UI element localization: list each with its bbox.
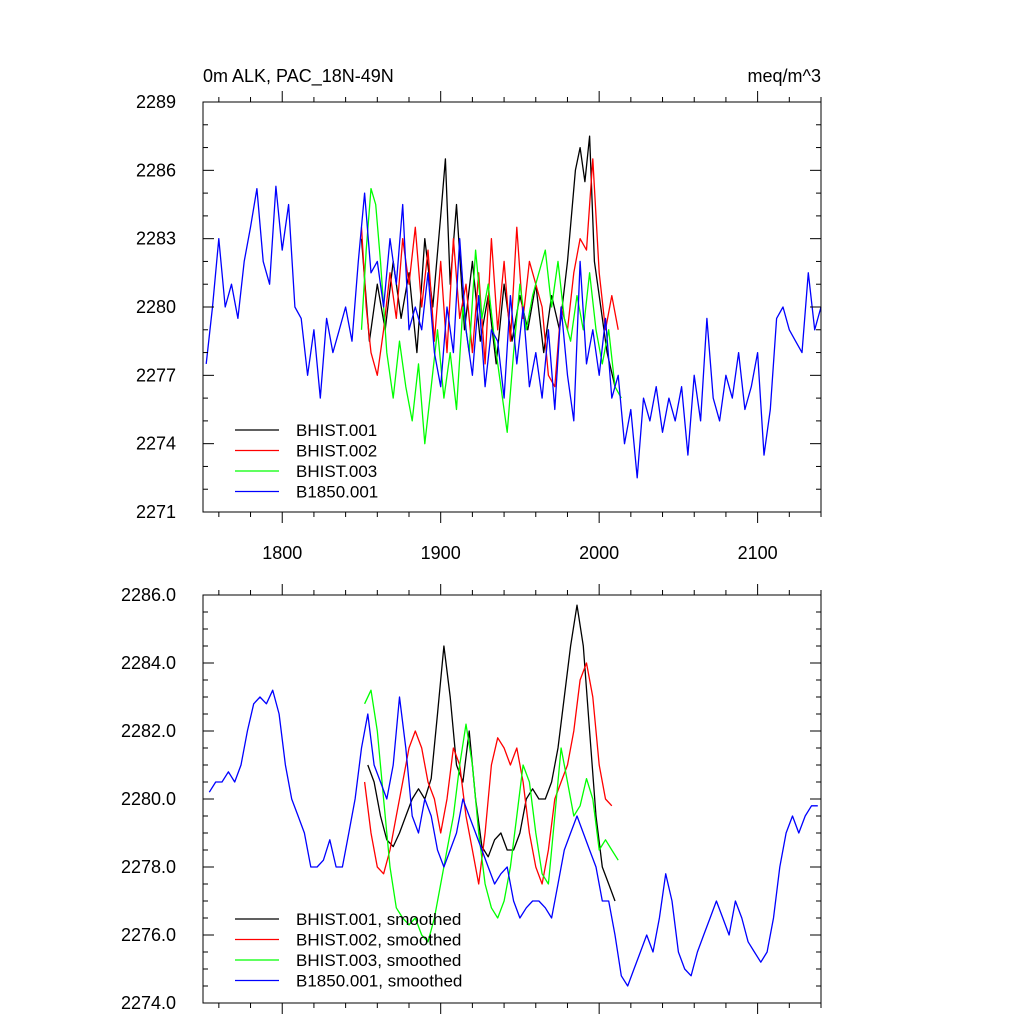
series-group xyxy=(208,604,818,987)
y-tick-label: 2277 xyxy=(136,365,176,385)
legend-label: BHIST.001, smoothed xyxy=(296,910,461,929)
chart-title-left: 0m ALK, PAC_18N-49N xyxy=(203,66,394,87)
series-line-b1850-001 xyxy=(208,689,818,987)
y-tick-label: 2284.0 xyxy=(121,653,176,673)
series-line-bhist-001 xyxy=(360,135,616,387)
y-tick-label: 2280 xyxy=(136,297,176,317)
y-tick-label: 2274 xyxy=(136,434,176,454)
y-tick-label: 2286 xyxy=(136,160,176,180)
legend-label: BHIST.001 xyxy=(296,421,377,440)
x-tick-label: 2100 xyxy=(738,543,778,563)
legend: BHIST.001, smoothed BHIST.002, smoothedBH… xyxy=(235,910,462,991)
x-tick-label: 1900 xyxy=(421,543,461,563)
bottom-panel-smoothed-alkalinity: 2274.0 2276.0 2278.0 2280.0 2282.0 2284.0 2286… xyxy=(121,584,822,1014)
y-tick-label: 2278.0 xyxy=(121,857,176,877)
y-tick-label: 2276.0 xyxy=(121,925,176,945)
series-line-bhist-002 xyxy=(360,158,619,388)
y-tick-label: 2283 xyxy=(136,229,176,249)
legend-label: BHIST.003, smoothed xyxy=(296,951,461,970)
x-tick-label: 1800 xyxy=(262,543,302,563)
series-line-bhist-002 xyxy=(363,662,613,885)
y-tick-label: 2286.0 xyxy=(121,585,176,605)
chart-title-right-units: meq/m^3 xyxy=(748,66,821,86)
series-line-bhist-001 xyxy=(367,604,616,902)
legend-label: BHIST.002, smoothed xyxy=(296,931,461,950)
legend-label: B1850.001, smoothed xyxy=(296,972,462,991)
y-tick-label: 2280.0 xyxy=(121,789,176,809)
axes-group: 2274.0 2276.0 2278.0 2280.0 2282.0 2284.0 2286… xyxy=(121,584,822,1014)
series-group xyxy=(205,135,822,479)
y-tick-label: 2274.0 xyxy=(121,993,176,1013)
legend-label: BHIST.003 xyxy=(296,462,377,481)
y-tick-label: 2282.0 xyxy=(121,721,176,741)
y-tick-label: 2271 xyxy=(136,502,176,522)
series-line-bhist-003 xyxy=(360,187,622,445)
x-tick-label: 2000 xyxy=(579,543,619,563)
series-line-b1850-001 xyxy=(205,185,822,479)
legend-label: B1850.001 xyxy=(296,483,378,502)
legend-label: BHIST.002 xyxy=(296,442,377,461)
y-tick-label: 2289 xyxy=(136,92,176,112)
top-panel-raw-alkalinity: 0m ALK, PAC_18N-49N meq/m^3 2271 2274 2277… xyxy=(136,66,822,563)
axes-group: 2271 2274 2277 2280 2283 2286 2289 1800 1900 2000… xyxy=(136,91,822,563)
series-line-bhist-003 xyxy=(364,689,619,943)
